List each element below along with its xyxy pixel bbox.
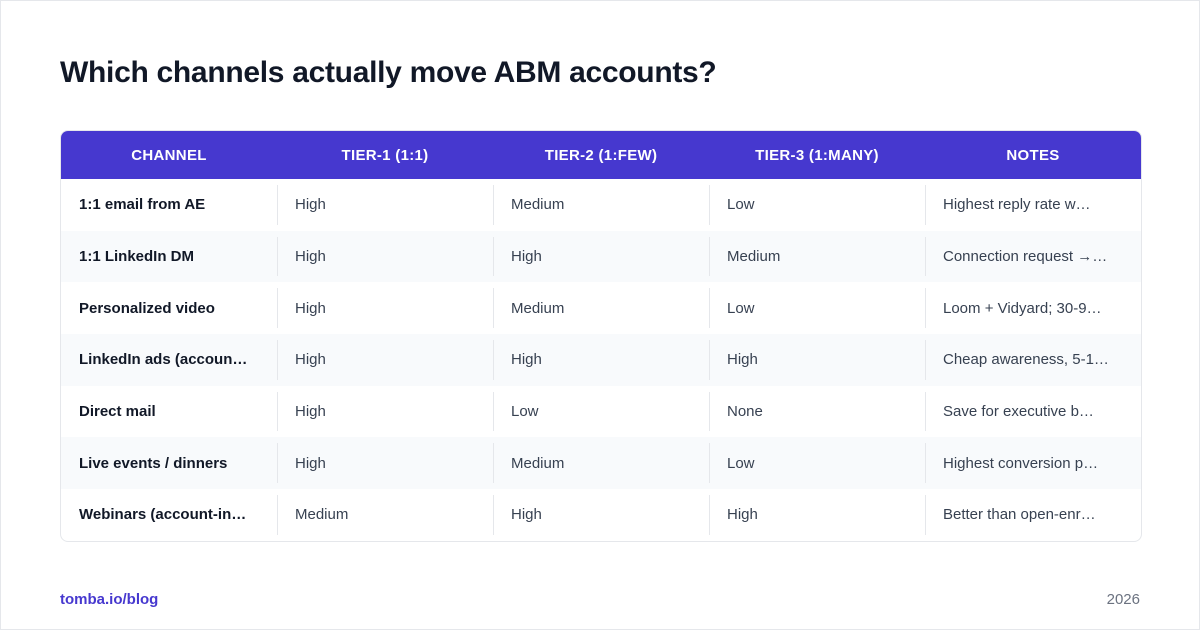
column-header: TIER-3 (1:MANY) bbox=[709, 131, 925, 179]
header-row: CHANNEL TIER-1 (1:1) TIER-2 (1:FEW) TIER-3 … bbox=[61, 131, 1141, 179]
table-head: CHANNEL TIER-1 (1:1) TIER-2 (1:FEW) TIER-3 … bbox=[61, 131, 1141, 179]
table-cell: Cheap awareness, 5-1… bbox=[925, 334, 1141, 386]
table-cell: Low bbox=[709, 437, 925, 490]
table-cell: Better than open-enr… bbox=[925, 489, 1141, 541]
table-cell: Loom + Vidyard; 30-9… bbox=[925, 282, 1141, 334]
table-cell: Low bbox=[709, 282, 925, 334]
table-cell: High bbox=[277, 334, 493, 386]
table-cell: High bbox=[277, 230, 493, 283]
table-cell: Highest conversion p… bbox=[925, 437, 1141, 490]
channel-cell: Webinars (account-in… bbox=[79, 506, 247, 524]
title: Which channels actually move ABM account… bbox=[60, 56, 717, 89]
column-header: CHANNEL bbox=[61, 131, 277, 179]
channel-cell: Direct mail bbox=[79, 403, 156, 421]
table-cell: Medium bbox=[277, 489, 493, 541]
table-cell: Connection request →… bbox=[925, 230, 1141, 283]
table-cell: High bbox=[277, 386, 493, 438]
table-cell: High bbox=[709, 489, 925, 541]
column-header: TIER-2 (1:FEW) bbox=[493, 131, 709, 179]
table-row: Webinars (account-in… Medium High High Bette… bbox=[61, 489, 1141, 541]
table-row: 1:1 LinkedIn DM High High Medium Connection … bbox=[61, 230, 1141, 283]
table-cell: High bbox=[493, 230, 709, 283]
table-cell: None bbox=[709, 386, 925, 438]
table-row: Direct mail High Low None Save for executive… bbox=[61, 386, 1141, 438]
table: CHANNEL TIER-1 (1:1) TIER-2 (1:FEW) TIER-3 … bbox=[61, 131, 1141, 541]
column-header: TIER-1 (1:1) bbox=[277, 131, 493, 179]
table-cell: High bbox=[709, 334, 925, 386]
channel-cell: 1:1 email from AE bbox=[79, 196, 206, 214]
table-cell: Medium bbox=[493, 282, 709, 334]
channel-cell: 1:1 LinkedIn DM bbox=[61, 230, 277, 283]
table-row: Live events / dinners High Medium Low Highes… bbox=[61, 437, 1141, 490]
table-cell: Medium bbox=[493, 437, 709, 490]
table-row: LinkedIn ads (accoun… High High High Cheap a… bbox=[61, 334, 1141, 386]
table-cell: High bbox=[277, 282, 493, 334]
source-link[interactable]: tomba.io/blog bbox=[60, 591, 159, 608]
table-row: 1:1 email from AE High Medium Low Highest re… bbox=[61, 179, 1141, 231]
table-cell: High bbox=[277, 179, 493, 231]
year: 2026 bbox=[1106, 591, 1140, 608]
table-body: 1:1 email from AE High Medium Low Highest re… bbox=[61, 179, 1141, 541]
table-cell: Highest reply rate w… bbox=[925, 179, 1141, 231]
table-cell: Medium bbox=[709, 230, 925, 283]
table-wrapper: CHANNEL TIER-1 (1:1) TIER-2 (1:FEW) TIER-3 … bbox=[60, 130, 1142, 542]
table-cell: Save for executive b… bbox=[925, 386, 1141, 438]
table-cell: High bbox=[493, 489, 709, 541]
channel-cell: Personalized video bbox=[79, 299, 215, 317]
table-cell: High bbox=[277, 437, 493, 490]
table-row: Personalized video High Medium Low Loom + Vi… bbox=[61, 282, 1141, 334]
channel-cell: LinkedIn ads (accoun… bbox=[61, 334, 277, 386]
column-header: NOTES bbox=[925, 131, 1141, 179]
table-cell: Low bbox=[493, 386, 709, 438]
table-cell: High bbox=[493, 334, 709, 386]
table-cell: Medium bbox=[493, 179, 709, 231]
channel-cell: Live events / dinners bbox=[61, 437, 277, 490]
table-cell: Low bbox=[709, 179, 925, 231]
